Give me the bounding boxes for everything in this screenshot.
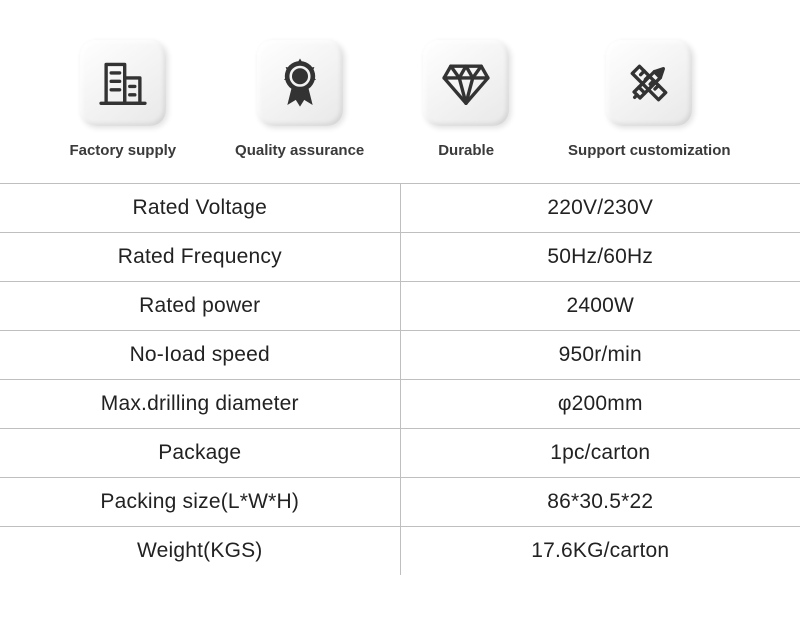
spec-value: 950r/min [400, 331, 800, 380]
spec-value: 2400W [400, 282, 800, 331]
table-row: Max.drilling diameter φ200mm [0, 380, 800, 429]
spec-label: Rated Frequency [0, 233, 400, 282]
spec-label: Package [0, 429, 400, 478]
feature-durable: Durable [423, 40, 509, 159]
feature-support-customization: Support customization [568, 40, 731, 159]
feature-row: Factory supply Quality assurance [0, 0, 800, 183]
feature-factory-supply: Factory supply [69, 40, 176, 159]
spec-label: Weight(KGS) [0, 527, 400, 576]
spec-label: Rated power [0, 282, 400, 331]
feature-label: Factory supply [69, 142, 176, 159]
award-ribbon-icon [257, 40, 343, 126]
spec-label: Max.drilling diameter [0, 380, 400, 429]
feature-label: Durable [438, 142, 494, 159]
diamond-icon [423, 40, 509, 126]
spec-value: 1pc/carton [400, 429, 800, 478]
spec-value: φ200mm [400, 380, 800, 429]
spec-label: Rated Voltage [0, 184, 400, 233]
spec-table: Rated Voltage 220V/230V Rated Frequency … [0, 183, 800, 575]
table-row: Packing size(L*W*H) 86*30.5*22 [0, 478, 800, 527]
spec-value: 17.6KG/carton [400, 527, 800, 576]
spec-value: 220V/230V [400, 184, 800, 233]
table-row: No-Ioad speed 950r/min [0, 331, 800, 380]
table-row: Package 1pc/carton [0, 429, 800, 478]
spec-value: 50Hz/60Hz [400, 233, 800, 282]
feature-label: Quality assurance [235, 142, 364, 159]
table-row: Rated Voltage 220V/230V [0, 184, 800, 233]
table-row: Rated power 2400W [0, 282, 800, 331]
spec-label: No-Ioad speed [0, 331, 400, 380]
table-row: Rated Frequency 50Hz/60Hz [0, 233, 800, 282]
spec-label: Packing size(L*W*H) [0, 478, 400, 527]
pencil-ruler-icon [606, 40, 692, 126]
feature-label: Support customization [568, 142, 731, 159]
feature-quality-assurance: Quality assurance [235, 40, 364, 159]
spec-value: 86*30.5*22 [400, 478, 800, 527]
table-row: Weight(KGS) 17.6KG/carton [0, 527, 800, 576]
factory-icon [80, 40, 166, 126]
